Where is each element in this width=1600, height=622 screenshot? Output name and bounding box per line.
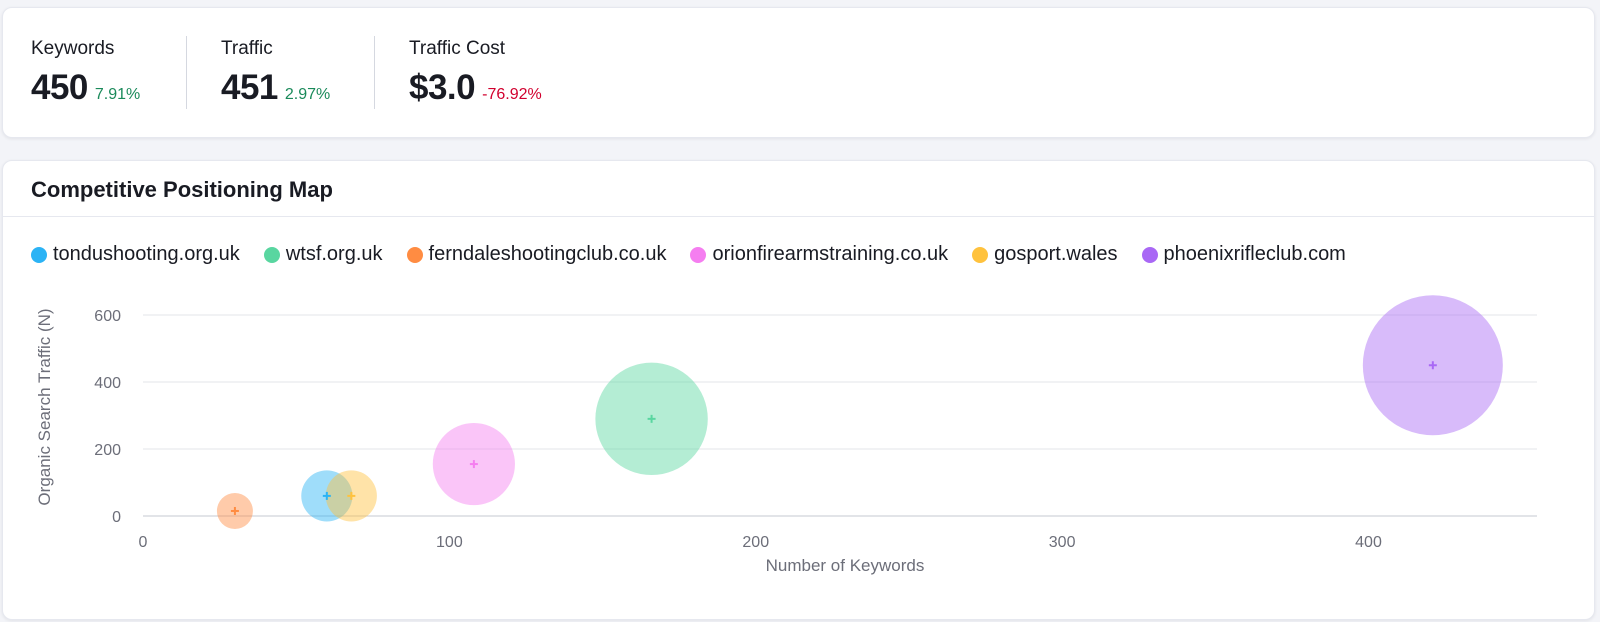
metric-traffic-cost: Traffic Cost $3.0 -76.92% — [409, 38, 542, 108]
legend-item[interactable]: tondushooting.org.uk — [31, 243, 240, 266]
x-tick-label: 200 — [742, 534, 769, 551]
y-tick-label: 200 — [94, 442, 121, 459]
bubble-center-marker — [230, 506, 239, 515]
legend-dot-icon — [31, 246, 47, 263]
bubble-center-marker — [322, 491, 331, 500]
metric-label: Traffic — [221, 38, 273, 59]
legend-dot-icon — [406, 246, 423, 263]
metric-value: 451 — [221, 68, 278, 107]
y-axis-title: Organic Search Traffic (N) — [35, 308, 54, 505]
metric-keywords: Keywords 450 7.91% — [31, 38, 140, 108]
metric-label: Traffic Cost — [409, 38, 506, 59]
y-tick-label: 600 — [94, 308, 121, 325]
metric-change: -76.92% — [482, 86, 542, 103]
legend-dot-icon — [972, 246, 989, 263]
y-tick-label: 0 — [112, 509, 121, 526]
metric-change: 2.97% — [284, 86, 331, 103]
legend-item[interactable]: phoenixrifleclub.com — [1141, 243, 1346, 266]
legend-label: ferndaleshootingclub.co.uk — [428, 243, 667, 265]
x-axis-title: Number of Keywords — [766, 556, 925, 575]
x-tick-label: 300 — [1049, 534, 1076, 551]
metric-divider — [374, 36, 375, 109]
chart-legend: tondushooting.org.uk wtsf.org.uk ferndales… — [31, 243, 1370, 266]
y-tick-label: 400 — [94, 375, 121, 392]
bubble-center-marker — [1428, 361, 1437, 370]
metric-divider — [186, 36, 187, 109]
legend-label: gosport.wales — [994, 243, 1118, 265]
legend-dot-icon — [690, 246, 707, 263]
legend-item[interactable]: gosport.wales — [972, 243, 1118, 266]
summary-card: Keywords 450 7.91% Traffic 451 2.97% Tra… — [2, 7, 1595, 138]
metric-traffic: Traffic 451 2.97% — [221, 38, 330, 108]
bubble-chart: 0 200 400 600 0 100 200 300 400 Number of Keyword… — [35, 295, 1537, 575]
metric-value: $3.0 — [409, 68, 476, 107]
bubble-center-marker — [469, 460, 478, 469]
legend-item[interactable]: wtsf.org.uk — [263, 243, 383, 266]
metric-change: 7.91% — [94, 86, 141, 103]
legend-item[interactable]: ferndaleshootingclub.co.uk — [406, 243, 667, 266]
legend-dot-icon — [263, 246, 280, 263]
legend-label: phoenixrifleclub.com — [1163, 243, 1346, 265]
legend-label: tondushooting.org.uk — [53, 243, 240, 265]
bubble-center-marker — [647, 414, 656, 423]
legend-label: wtsf.org.uk — [285, 243, 383, 265]
x-tick-label: 400 — [1355, 534, 1382, 551]
legend-dot-icon — [1141, 246, 1158, 263]
competitive-positioning-card: Competitive Positioning Map tondushootin… — [2, 160, 1595, 620]
bubble-center-marker — [347, 491, 356, 500]
metric-label: Keywords — [31, 38, 115, 59]
legend-label: orionfirearmstraining.co.uk — [712, 243, 949, 265]
metric-value: 450 — [31, 68, 88, 107]
title-divider — [3, 216, 1594, 217]
legend-item[interactable]: orionfirearmstraining.co.uk — [690, 243, 948, 266]
card-title: Competitive Positioning Map — [31, 177, 333, 202]
x-tick-label: 0 — [139, 534, 148, 551]
x-tick-label: 100 — [436, 534, 463, 551]
